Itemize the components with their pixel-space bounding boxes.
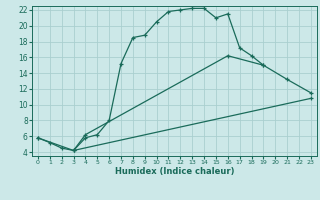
X-axis label: Humidex (Indice chaleur): Humidex (Indice chaleur) <box>115 167 234 176</box>
